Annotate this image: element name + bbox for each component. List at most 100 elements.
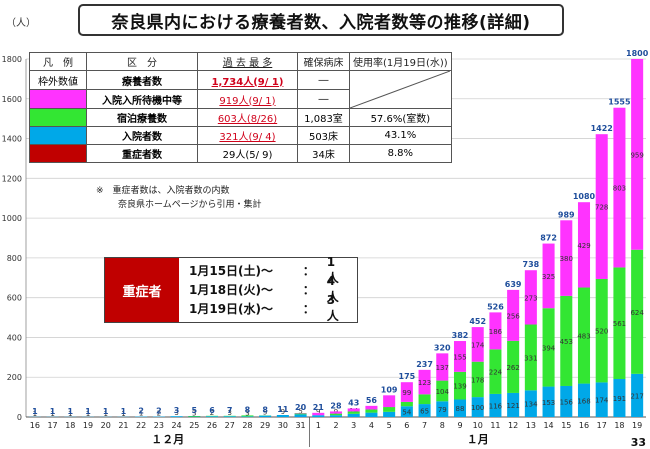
bar-segment	[542, 243, 555, 309]
data-label: 79	[438, 406, 447, 414]
data-label: 174	[595, 397, 609, 405]
x-tick-label: 23	[154, 421, 164, 430]
bar-segment	[577, 202, 591, 288]
bar-segment	[223, 416, 236, 417]
total-label: 109	[381, 385, 398, 394]
data-label: 2	[210, 409, 214, 417]
header-rate: 使用率(1月19日(水))	[349, 52, 452, 71]
category-waiting: 入院入所待機中等	[86, 89, 198, 109]
beds-patients: ―	[297, 70, 350, 90]
total-label: 21	[313, 403, 325, 412]
data-label: 174	[471, 341, 485, 349]
data-label: 155	[453, 353, 466, 361]
data-label: 134	[524, 401, 538, 409]
bar-segment	[524, 324, 537, 391]
table-row: 宿泊療養数 603人(8/26) 1,083室 57.6%(室数)	[29, 108, 452, 127]
x-tick-label: 19	[632, 421, 642, 430]
header-max: 過 去 最 多	[197, 52, 298, 71]
table-row: 重症者数 29人(5/ 9) 34床 8.8%	[29, 144, 452, 163]
data-label: 331	[524, 354, 537, 362]
total-label: 1555	[608, 98, 631, 107]
bar-segment	[577, 383, 591, 417]
x-tick-label: 16	[30, 421, 40, 430]
legend-swatch-waiting	[29, 89, 87, 109]
data-label: 325	[542, 273, 555, 281]
bar-segment	[294, 414, 307, 417]
severe-row: 1月19日(水)～ ： 3人	[189, 293, 347, 323]
x-tick-label: 17	[47, 421, 57, 430]
header-category: 区 分	[86, 52, 198, 71]
bar-segment	[542, 386, 555, 417]
header-legend: 凡 例	[29, 52, 87, 71]
data-label: 3	[227, 409, 231, 417]
x-tick-label: 3	[351, 421, 356, 430]
x-tick-label: 14	[543, 421, 553, 430]
total-label: 28	[330, 401, 342, 410]
severe-row: 1月18日(火)～ ： 4人	[189, 274, 347, 304]
total-label: 738	[523, 260, 540, 269]
data-label: 1	[121, 410, 125, 418]
data-label: 99	[402, 389, 411, 397]
bar-segment	[453, 341, 467, 372]
max-severe: 29人(5/ 9)	[197, 144, 298, 163]
month-label: １月	[467, 433, 489, 446]
y-tick-label: 1000	[2, 214, 22, 223]
data-label: 153	[542, 399, 555, 407]
rate-hospital: 43.1%	[349, 126, 452, 145]
bar-segment	[400, 406, 413, 417]
severe-date: 1月18日(火)～	[189, 283, 274, 297]
x-tick-label: 11	[490, 421, 500, 430]
total-label: 1	[32, 407, 38, 416]
y-axis-unit: （人）	[6, 18, 36, 29]
y-tick-label: 800	[7, 254, 22, 263]
bar-segment	[631, 249, 644, 374]
bar-segment	[400, 382, 413, 402]
total-label: 56	[366, 396, 378, 405]
total-label: 872	[540, 234, 557, 243]
data-label: 139	[453, 383, 466, 391]
data-label: 520	[595, 328, 608, 336]
y-tick-label: 1800	[2, 55, 22, 64]
total-label: 1422	[591, 124, 613, 133]
bar-segment	[524, 390, 537, 417]
data-label: 959	[630, 151, 643, 159]
legend-swatch-hotel	[29, 108, 87, 127]
total-label: 8	[262, 405, 268, 414]
total-label: 2	[156, 407, 162, 416]
bar-segment	[188, 416, 201, 417]
y-tick-label: 400	[7, 333, 22, 342]
data-label: 5	[263, 409, 267, 417]
bar-segment	[507, 392, 520, 417]
bar-segment	[383, 411, 396, 417]
bar-segment	[577, 287, 591, 384]
total-label: 7	[227, 406, 233, 415]
total-label: 43	[348, 398, 359, 407]
max-patients: 1,734人(9/ 1)	[197, 70, 298, 90]
total-label: 2	[138, 407, 144, 416]
rate-severe: 8.8%	[349, 144, 452, 163]
data-label: 104	[436, 388, 450, 396]
bar-segment	[365, 409, 378, 413]
severe-value: 4人	[326, 274, 339, 304]
bar-segment	[383, 407, 396, 412]
severe-sep: ：	[302, 283, 315, 297]
bar-segment	[205, 416, 219, 417]
data-label: 624	[630, 309, 644, 317]
y-tick-label: 0	[17, 413, 22, 422]
y-tick-label: 1600	[2, 95, 22, 104]
y-tick-label: 600	[7, 294, 22, 303]
max-hospital: 321人(9/ 4)	[197, 126, 298, 145]
x-tick-label: 12	[508, 421, 518, 430]
bar-segment	[436, 380, 449, 402]
total-label: 5	[191, 406, 197, 415]
bar-segment	[329, 413, 343, 416]
data-label: 3	[174, 409, 178, 417]
bar-segment	[347, 411, 360, 414]
y-tick-label: 1200	[2, 174, 22, 183]
data-label: 1	[33, 410, 37, 418]
bar-segment	[507, 289, 520, 341]
total-label: 1800	[626, 49, 649, 58]
legend-swatch-hospital	[29, 126, 87, 145]
x-tick-label: 2	[333, 421, 338, 430]
legend-swatch-severe	[29, 144, 87, 163]
